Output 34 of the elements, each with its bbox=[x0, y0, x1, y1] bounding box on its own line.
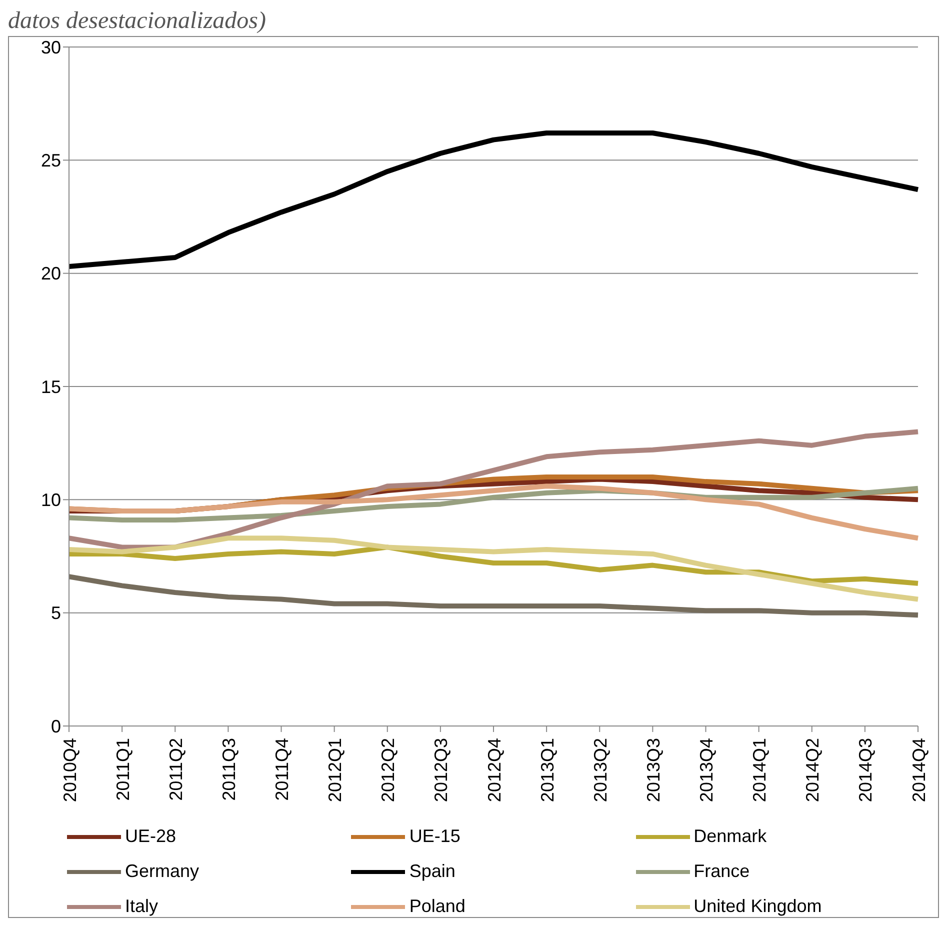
legend-label: UE-28 bbox=[125, 826, 176, 847]
x-tick-label: 2013Q3 bbox=[643, 738, 664, 802]
x-tick-label: 2012Q3 bbox=[431, 738, 452, 802]
legend-label: Poland bbox=[409, 896, 466, 917]
x-tick-label: 2012Q2 bbox=[378, 738, 398, 802]
y-tick-label: 25 bbox=[40, 150, 61, 171]
y-tick-label: 5 bbox=[50, 603, 61, 624]
legend-label: Germany bbox=[125, 861, 200, 882]
y-tick-label: 30 bbox=[40, 37, 61, 58]
x-tick-label: 2011Q2 bbox=[166, 738, 186, 801]
y-tick-label: 0 bbox=[50, 716, 61, 736]
legend-label: UE-15 bbox=[409, 826, 460, 847]
y-tick-label: 20 bbox=[40, 264, 61, 284]
x-tick-label: 2014Q2 bbox=[802, 738, 823, 802]
x-tick-label: 2013Q4 bbox=[696, 738, 717, 802]
x-tick-label: 2011Q3 bbox=[218, 738, 239, 801]
legend-label: Denmark bbox=[694, 826, 767, 847]
x-tick-label: 2014Q3 bbox=[856, 738, 876, 802]
x-tick-label: 2011Q1 bbox=[112, 738, 133, 801]
y-tick-label: 10 bbox=[40, 490, 61, 510]
x-tick-label: 2012Q4 bbox=[484, 738, 504, 802]
x-tick-label: 2013Q1 bbox=[537, 738, 558, 802]
x-tick-label: 2011Q4 bbox=[272, 738, 292, 801]
y-tick-label: 15 bbox=[40, 376, 61, 397]
legend-label: Spain bbox=[409, 861, 456, 882]
legend-label: Italy bbox=[125, 896, 158, 917]
legend-label: United Kingdom bbox=[694, 896, 822, 917]
legend-label: France bbox=[694, 861, 750, 882]
x-tick-label: 2014Q1 bbox=[750, 738, 770, 802]
x-tick-label: 2012Q1 bbox=[325, 738, 346, 802]
x-tick-label: 2013Q2 bbox=[590, 738, 610, 802]
x-tick-label: 2014Q4 bbox=[908, 738, 929, 802]
chart-title: datos desestacionalizados) bbox=[8, 8, 267, 36]
x-tick-label: 2010Q4 bbox=[60, 738, 80, 802]
